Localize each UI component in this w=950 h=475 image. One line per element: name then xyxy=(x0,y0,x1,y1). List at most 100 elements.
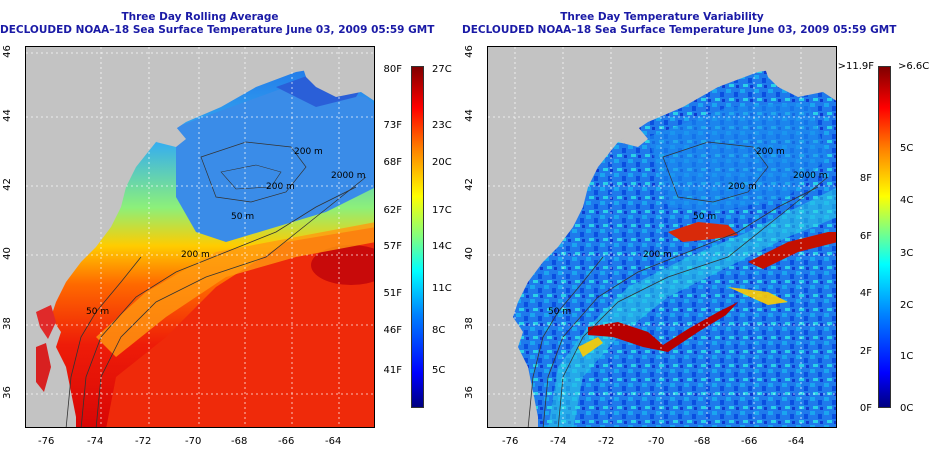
right-front-shelfbreak xyxy=(668,222,738,242)
left-contour-label-50m-shelf: 50 m xyxy=(86,307,110,317)
right-cb-c-1: 1C xyxy=(900,351,914,362)
right-colorbar xyxy=(878,66,891,408)
right-land-mainland xyxy=(488,47,836,427)
left-land-cape-cod xyxy=(156,127,186,147)
right-land-cape-cod xyxy=(618,127,648,147)
right-front-south xyxy=(588,302,738,352)
right-title-line1: Three Day Temperature Variability xyxy=(560,11,764,23)
right-cb-c-6.6: >6.6C xyxy=(898,61,930,72)
right-y-tick-46: 46 xyxy=(463,45,475,58)
left-x-tick-72: -72 xyxy=(135,436,152,447)
right-cb-c-4: 4C xyxy=(900,195,914,206)
right-shelf-noise xyxy=(548,188,836,427)
right-contour-label-50m-maine: 50 m xyxy=(693,212,717,222)
left-grid xyxy=(26,47,374,427)
left-land-mainland xyxy=(26,47,374,427)
right-grid xyxy=(488,47,836,427)
right-cb-f-11.9: >11.9F xyxy=(837,61,874,72)
left-cb-c-5: 5C xyxy=(432,365,446,376)
left-chesapeake-bay xyxy=(36,343,51,392)
left-cb-f-62: 62F xyxy=(383,205,402,216)
right-map-image xyxy=(488,47,836,427)
right-land-nova-scotia xyxy=(758,47,836,101)
right-x-tick-68: -68 xyxy=(694,436,711,447)
left-cb-c-27: 27C xyxy=(432,64,452,75)
right-x-tick-74: -74 xyxy=(550,436,567,447)
right-contour-label-200m-gom: 200 m xyxy=(756,147,785,157)
right-front-north xyxy=(748,232,836,269)
right-x-tick-66: -66 xyxy=(741,436,758,447)
right-y-tick-38: 38 xyxy=(463,317,475,330)
left-x-tick-70: -70 xyxy=(185,436,202,447)
right-x-tick-72: -72 xyxy=(598,436,615,447)
left-cb-f-41: 41F xyxy=(383,365,402,376)
right-x-tick-76: -76 xyxy=(502,436,519,447)
right-contour-label-200m-shelf: 200 m xyxy=(643,250,672,260)
left-contour-label-200m-shelf: 200 m xyxy=(181,250,210,260)
right-cb-f-0: 0F xyxy=(859,403,872,414)
left-cb-f-73: 73F xyxy=(383,120,402,131)
right-cb-f-8: 8F xyxy=(859,173,872,184)
left-cb-c-20: 20C xyxy=(432,157,452,168)
right-y-tick-36: 36 xyxy=(463,386,475,399)
right-title-line2: DECLOUDED NOAA–18 Sea Surface Temperatur… xyxy=(462,24,897,36)
left-x-tick-66: -66 xyxy=(278,436,295,447)
right-x-tick-70: -70 xyxy=(648,436,665,447)
left-x-tick-74: -74 xyxy=(87,436,104,447)
left-cb-c-8: 8C xyxy=(432,325,446,336)
left-cb-f-80: 80F xyxy=(383,64,402,75)
left-y-tick-38: 38 xyxy=(1,317,13,330)
left-contour-200m xyxy=(80,186,357,427)
left-cb-c-11: 11C xyxy=(432,283,452,294)
left-cb-f-68: 68F xyxy=(383,157,402,168)
right-contour-gulf-maine xyxy=(662,141,769,203)
left-y-tick-46: 46 xyxy=(1,45,13,58)
right-cb-c-2: 2C xyxy=(900,300,914,311)
right-contour-50m xyxy=(527,256,604,427)
left-x-tick-76: -76 xyxy=(38,436,55,447)
left-sst-map: 200 m 2000 m 200 m 50 m 200 m 50 m xyxy=(25,46,375,428)
left-title-line1: Three Day Rolling Average xyxy=(121,11,279,23)
left-land-nova-scotia xyxy=(296,47,374,101)
left-map-image xyxy=(26,47,374,427)
left-contour-50m xyxy=(65,256,142,427)
left-gulf-of-maine xyxy=(176,87,374,242)
left-delaware-bay xyxy=(36,305,56,339)
left-title-line2: DECLOUDED NOAA–18 Sea Surface Temperatur… xyxy=(0,24,435,36)
right-cb-f-4: 4F xyxy=(859,288,872,299)
left-y-tick-42: 42 xyxy=(1,178,13,191)
left-contour-2000m xyxy=(95,176,367,427)
right-gom-noise xyxy=(648,102,828,212)
left-cb-f-46: 46F xyxy=(383,325,402,336)
left-contour-label-200m-gom: 200 m xyxy=(294,147,323,157)
left-gulf-stream xyxy=(106,227,374,427)
right-cb-f-6: 6F xyxy=(859,231,872,242)
left-y-tick-40: 40 xyxy=(1,247,13,260)
right-cb-c-3: 3C xyxy=(900,248,914,259)
right-cb-c-5: 5C xyxy=(900,143,914,154)
right-contour-label-2000m: 2000 m xyxy=(793,171,828,181)
left-colorbar xyxy=(411,66,424,408)
right-contour-200m xyxy=(542,186,819,427)
right-contour-2000m xyxy=(557,176,829,427)
left-contour-gulf-maine xyxy=(200,141,307,203)
left-contour-label-2000m: 2000 m xyxy=(331,171,366,181)
right-variability-map: 200 m 2000 m 200 m 50 m 200 m 50 m xyxy=(487,46,837,428)
right-warm-streaks xyxy=(578,287,788,357)
right-y-tick-42: 42 xyxy=(463,178,475,191)
left-y-tick-44: 44 xyxy=(1,109,13,122)
right-contour-label-200m-basin: 200 m xyxy=(728,182,757,192)
left-contour-basin xyxy=(220,164,282,190)
left-y-tick-36: 36 xyxy=(1,386,13,399)
left-cb-c-14: 14C xyxy=(432,241,452,252)
right-cb-c-0: 0C xyxy=(900,403,914,414)
right-contour-label-50m-shelf: 50 m xyxy=(548,307,572,317)
left-cb-c-23: 23C xyxy=(432,120,452,131)
left-contour-label-50m-maine: 50 m xyxy=(231,212,255,222)
left-cb-c-17: 17C xyxy=(432,205,452,216)
right-x-tick-64: -64 xyxy=(788,436,805,447)
left-x-tick-64: -64 xyxy=(325,436,342,447)
right-y-tick-40: 40 xyxy=(463,247,475,260)
right-cb-f-2: 2F xyxy=(859,346,872,357)
left-x-tick-68: -68 xyxy=(231,436,248,447)
